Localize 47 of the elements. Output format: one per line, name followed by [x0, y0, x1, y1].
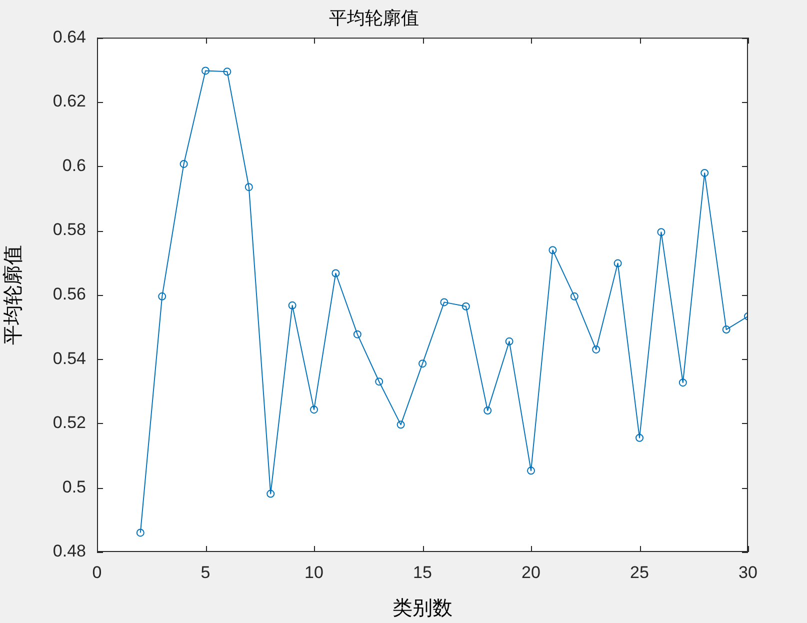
y-tick-label: 0.52: [52, 413, 86, 432]
point: [462, 302, 470, 310]
point: [244, 183, 253, 192]
y-tick-label: 0.6: [62, 156, 86, 175]
point: [700, 168, 709, 177]
point: [722, 326, 730, 334]
point: [202, 66, 210, 75]
y-axis-title: 平均轮廓值: [2, 244, 25, 345]
point: [266, 490, 275, 498]
x-tick-label: 10: [304, 562, 324, 582]
point: [223, 68, 232, 76]
y-tick-label: 0.62: [52, 92, 86, 111]
point: [180, 160, 188, 168]
point: [440, 298, 448, 306]
x-tick-label: 20: [522, 562, 540, 582]
point: [332, 269, 340, 278]
point: [396, 420, 405, 429]
point: [527, 466, 535, 475]
y-tick-label: 0.5: [62, 477, 86, 496]
chart-title: 平均轮廓值: [329, 8, 419, 28]
x-tick-label: 30: [738, 562, 758, 582]
point: [375, 378, 384, 386]
x-tick-label: 0: [92, 562, 102, 582]
x-tick-label: 25: [630, 562, 649, 582]
point: [418, 360, 426, 368]
x-tick-label: 5: [200, 562, 210, 582]
point: [614, 259, 622, 268]
point: [310, 406, 318, 414]
point: [158, 292, 166, 300]
x-tick-label: 15: [413, 562, 432, 582]
point: [484, 406, 492, 415]
y-tick-label: 0.58: [52, 220, 86, 240]
point: [592, 345, 600, 354]
y-tick-label: 0.56: [52, 284, 86, 304]
point: [548, 246, 557, 254]
point: [657, 228, 666, 236]
point: [570, 292, 578, 300]
point: [288, 301, 296, 310]
y-tick-label: 0.48: [52, 542, 86, 561]
point: [636, 434, 644, 442]
y-tick-label: 0.54: [52, 348, 86, 368]
point: [678, 378, 687, 387]
point: [505, 337, 514, 346]
x-axis-title: 类别数: [392, 598, 452, 620]
point: [353, 330, 362, 338]
point: [136, 528, 144, 537]
y-tick-label: 0.64: [52, 27, 86, 46]
